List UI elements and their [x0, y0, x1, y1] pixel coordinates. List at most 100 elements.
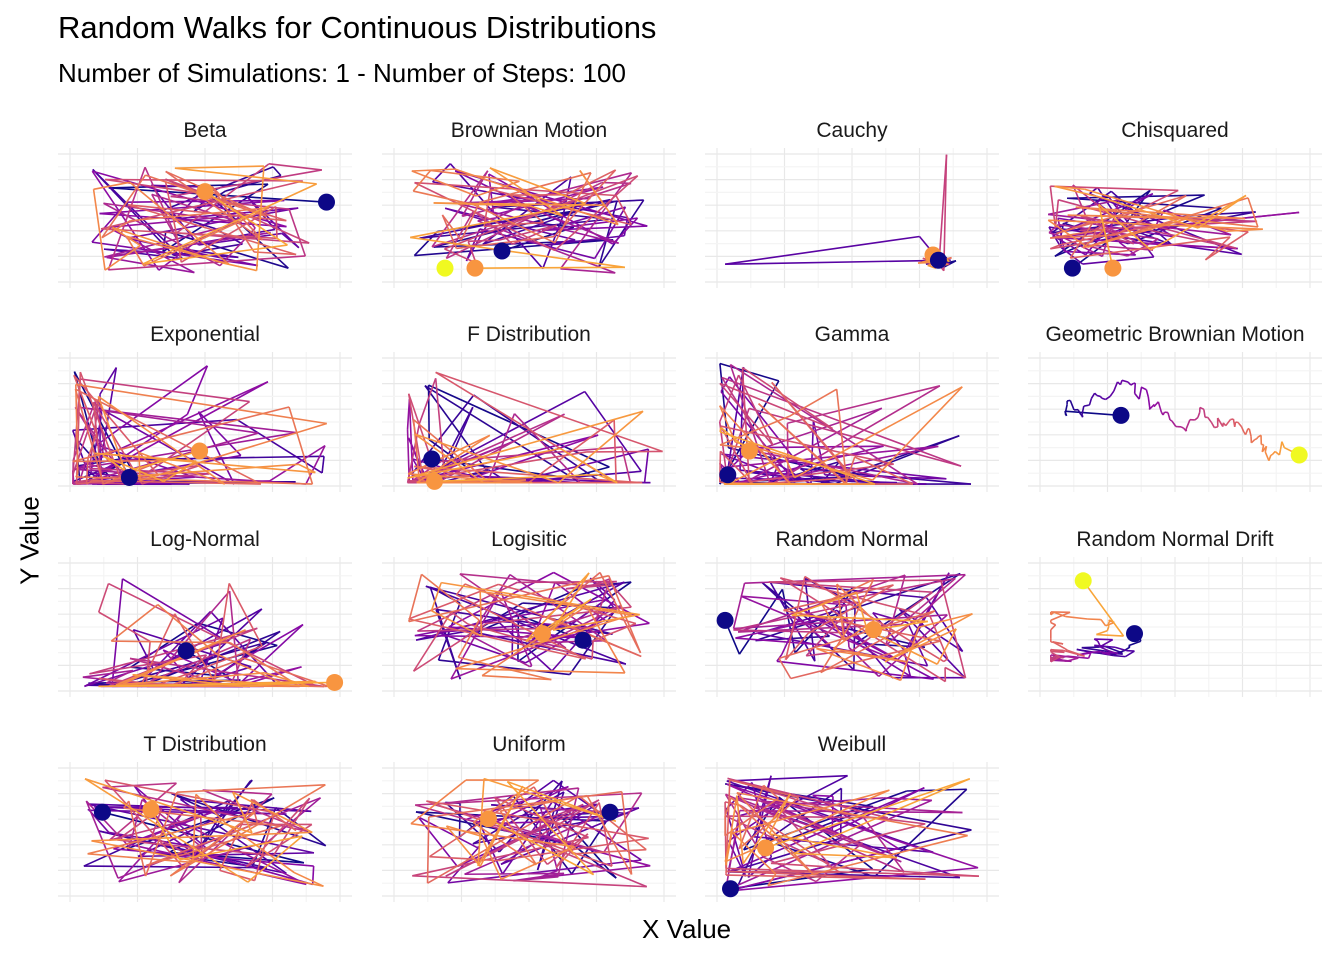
walk-segment	[1104, 645, 1123, 654]
walk-segment	[457, 619, 480, 658]
walk-segment	[414, 433, 484, 484]
walk-segment	[111, 226, 141, 247]
end-point-marker	[326, 673, 344, 691]
walk-segment	[771, 385, 941, 485]
walk-segment	[129, 181, 230, 265]
walk-segment	[104, 779, 185, 869]
walk-segment	[791, 591, 857, 616]
end-point-marker	[142, 801, 160, 819]
walk-segment	[489, 167, 563, 217]
walk-segment	[943, 658, 949, 663]
walk-segment	[197, 617, 224, 687]
walk-segment	[143, 207, 270, 267]
walk-segment	[111, 578, 124, 687]
walk-segment	[1067, 649, 1085, 657]
walk-segment	[1082, 197, 1249, 249]
walk-segment	[254, 251, 297, 256]
walk-segment	[122, 578, 229, 643]
walk-segment	[726, 847, 899, 892]
walk-segment	[1106, 645, 1116, 649]
walk-segment	[1185, 419, 1191, 430]
walk-path	[1050, 580, 1142, 663]
walk-segment	[719, 450, 754, 485]
walk-segment	[428, 790, 622, 818]
walk-segment	[127, 204, 297, 256]
walk-segment	[225, 822, 295, 874]
walk-segment	[169, 851, 304, 864]
walk-segment	[74, 388, 105, 485]
walk-segment	[229, 638, 252, 687]
walk-segment	[102, 455, 127, 472]
walk-segment	[1072, 184, 1113, 218]
walk-segment	[1087, 618, 1101, 621]
walk-segment	[727, 840, 747, 877]
walk-segment	[749, 463, 894, 483]
walk-segment	[446, 825, 482, 837]
walk-segment	[820, 603, 846, 642]
walk-segment	[412, 611, 452, 672]
walk-segment	[788, 388, 838, 417]
walk-segment	[1081, 646, 1107, 653]
walk-segment	[778, 610, 936, 660]
walk-segment	[944, 666, 966, 679]
walk-segment	[221, 262, 257, 272]
walk-segment	[204, 190, 288, 246]
facet-strip-label: Uniform	[492, 733, 566, 756]
walk-segment	[1080, 405, 1085, 417]
walk-segment	[736, 791, 968, 837]
walk-segment	[165, 170, 263, 241]
walk-segment	[1066, 399, 1071, 402]
walk-segment	[885, 574, 906, 646]
walk-segment	[1077, 409, 1082, 416]
walk-segment	[473, 203, 556, 244]
walk-segment	[1083, 404, 1089, 407]
walk-segment	[216, 653, 291, 688]
walk-segment	[603, 792, 643, 853]
walk-segment	[1082, 256, 1154, 265]
walk-segment	[769, 581, 816, 662]
walk-segment	[1205, 231, 1249, 261]
walk-segment	[1100, 619, 1107, 627]
walk-segment	[736, 795, 744, 864]
walk-segment	[612, 217, 639, 245]
walk-segment	[92, 402, 103, 485]
walk-segment	[92, 168, 184, 260]
walk-segment	[1237, 422, 1243, 428]
walk-segment	[484, 221, 544, 228]
walk-segment	[1119, 380, 1123, 385]
y-axis-label: Y Value	[14, 496, 45, 585]
walk-segment	[1264, 451, 1270, 461]
walk-segment	[1268, 454, 1272, 461]
walk-segment	[151, 193, 242, 224]
walk-segment	[110, 604, 159, 642]
facet-strip-label: Weibull	[818, 733, 886, 756]
walk-segment	[589, 577, 618, 612]
walk-segment	[769, 833, 898, 859]
walk-segment	[719, 431, 876, 485]
walk-segment	[884, 613, 973, 663]
walk-segment	[104, 779, 275, 814]
walk-segment	[460, 202, 481, 241]
facet-panel: Beta	[58, 119, 352, 288]
walk-segment	[293, 871, 324, 887]
walk-segment	[727, 454, 785, 485]
walk-segment	[75, 384, 79, 474]
walk-segment	[269, 444, 326, 482]
walk-segment	[146, 590, 231, 687]
walk-segment	[1244, 428, 1249, 436]
walk-segment	[477, 217, 497, 222]
walk-segment	[784, 576, 806, 660]
start-point-marker	[423, 450, 441, 468]
walk-segment	[414, 433, 559, 484]
walk-segment	[1171, 420, 1177, 427]
walk-segment	[1069, 220, 1095, 259]
start-point-marker	[716, 611, 734, 629]
walk-segment	[591, 640, 594, 660]
start-point-marker	[177, 642, 195, 660]
walk-segment	[228, 582, 263, 647]
walk-segment	[741, 367, 750, 482]
walk-segment	[1094, 392, 1098, 397]
end-point-marker	[1290, 446, 1308, 464]
walk-segment	[732, 789, 890, 834]
